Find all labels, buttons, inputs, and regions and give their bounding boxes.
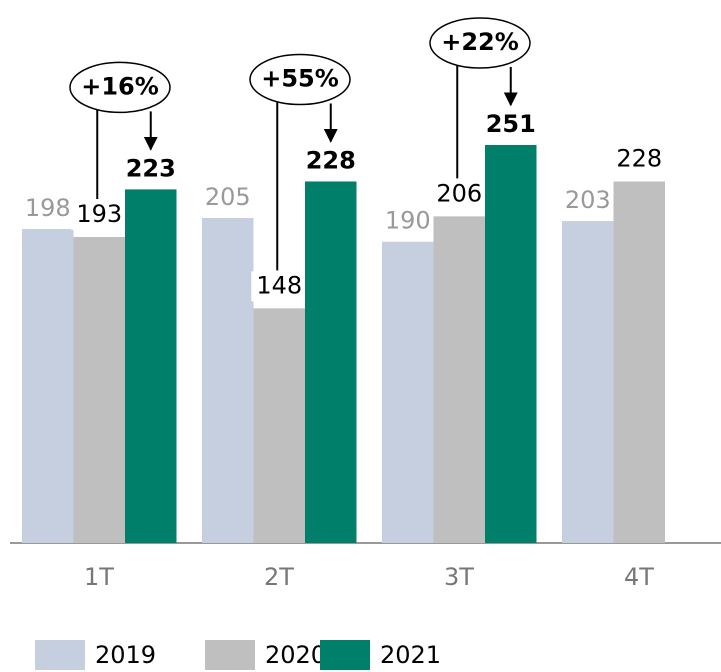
value-label: 198 xyxy=(25,194,71,222)
value-label: 223 xyxy=(126,154,176,182)
value-label: 193 xyxy=(76,200,122,228)
legend-label: 2021 xyxy=(380,641,441,669)
x-tick-label: 3T xyxy=(444,563,474,591)
legend-swatch xyxy=(35,640,85,670)
bar xyxy=(433,216,485,543)
bar xyxy=(253,308,305,543)
bar xyxy=(562,221,614,543)
value-label-bg xyxy=(71,199,128,230)
x-tick-label: 2T xyxy=(264,563,294,591)
bar xyxy=(613,181,665,543)
bar xyxy=(382,241,434,543)
annotation-ellipse xyxy=(249,53,351,106)
legend-swatch xyxy=(320,640,370,670)
x-tick-label: 4T xyxy=(624,563,654,591)
annotation-ellipse xyxy=(429,17,531,69)
bar xyxy=(73,236,125,543)
legend-label: 2019 xyxy=(95,641,156,669)
legend-label: 2020 xyxy=(265,641,326,669)
value-label-bg xyxy=(251,271,308,302)
value-label-bg xyxy=(611,144,668,175)
value-label: 148 xyxy=(256,271,302,299)
value-label: 228 xyxy=(306,146,356,174)
annotation-ellipse xyxy=(69,61,171,114)
value-label: 190 xyxy=(385,207,431,235)
value-label: 206 xyxy=(436,179,482,207)
bar xyxy=(202,217,254,543)
bar xyxy=(305,181,357,543)
value-label: 203 xyxy=(565,186,611,214)
annotation: +16% xyxy=(81,72,159,100)
x-tick-label: 1T xyxy=(84,563,114,591)
legend-swatch xyxy=(205,640,255,670)
value-label: 251 xyxy=(486,110,536,138)
value-label: 205 xyxy=(205,183,251,211)
bar xyxy=(22,229,74,543)
value-label-bg xyxy=(431,179,488,210)
annotation: +22% xyxy=(441,28,519,56)
bar xyxy=(485,145,537,543)
value-label: 228 xyxy=(616,144,662,172)
annotation: +55% xyxy=(261,64,339,92)
bar xyxy=(125,189,177,543)
